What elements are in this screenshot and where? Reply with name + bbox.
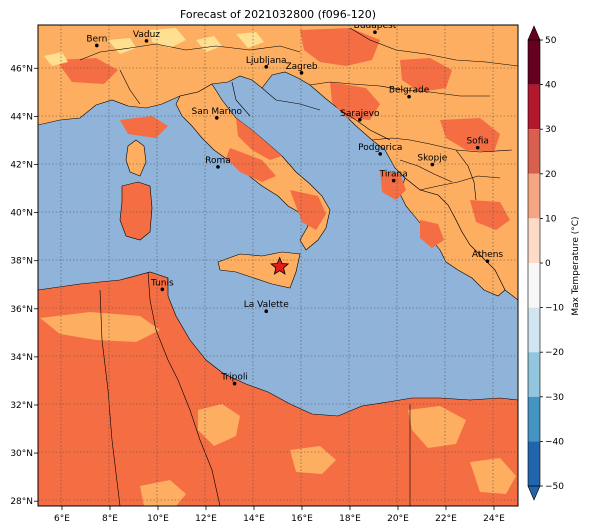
y-tick-label: 36°N bbox=[10, 305, 33, 315]
colorbar-tick-label: 10 bbox=[545, 214, 557, 224]
city-label: Budapest bbox=[354, 21, 397, 31]
country-borders bbox=[79, 27, 518, 506]
colorbar-bin bbox=[528, 129, 540, 174]
city-dot bbox=[264, 309, 269, 313]
x-tick-label: 8°E bbox=[102, 514, 118, 524]
city-dot bbox=[216, 165, 220, 169]
city-label: Vaduz bbox=[133, 30, 160, 40]
colorbar-extend-min bbox=[527, 485, 541, 501]
city-dot bbox=[391, 178, 396, 183]
y-tick-label: 30°N bbox=[10, 449, 33, 459]
corsica-land bbox=[125, 139, 147, 177]
colorbar-tick-label: 30 bbox=[545, 125, 557, 135]
colorbar-bin bbox=[528, 441, 540, 486]
city-label: Tirana bbox=[379, 170, 408, 180]
city-label: Tripoli bbox=[220, 373, 248, 383]
city-label: Belgrade bbox=[389, 86, 430, 96]
x-tick-label: 16°E bbox=[291, 514, 313, 524]
colorbar-extend-max bbox=[527, 25, 541, 41]
city-label: Sofia bbox=[466, 137, 488, 147]
y-axis: 46°N 44°N 42°N 40°N 38°N 36°N 34°N 32°N 30°N 28°N bbox=[10, 64, 38, 507]
city-dot bbox=[407, 94, 411, 99]
city-label: Roma bbox=[205, 156, 231, 166]
city-label: Ljubljana bbox=[246, 56, 287, 66]
y-tick-label: 28°N bbox=[10, 497, 33, 507]
city-dot bbox=[378, 152, 383, 156]
colorbar-tick-label: −20 bbox=[545, 348, 564, 358]
x-tick-label: 24°E bbox=[483, 514, 505, 524]
colorbar-label: Max Temperature (°C) bbox=[571, 216, 581, 315]
x-tick-label: 18°E bbox=[339, 514, 361, 524]
sardinia-land bbox=[119, 181, 153, 241]
cool-patches-africa bbox=[40, 312, 516, 506]
y-tick-label: 42°N bbox=[10, 160, 33, 170]
x-tick-label: 22°E bbox=[435, 514, 457, 524]
forecast-location-star-icon bbox=[270, 256, 290, 275]
city-dot bbox=[215, 116, 219, 120]
city-label: Tunis bbox=[150, 278, 174, 288]
x-tick-label: 14°E bbox=[243, 514, 265, 524]
y-tick-label: 34°N bbox=[10, 353, 33, 363]
colorbar-tick-label: 0 bbox=[545, 259, 551, 269]
city-dot bbox=[144, 39, 149, 43]
y-tick-label: 44°N bbox=[10, 112, 33, 122]
warm-patches bbox=[56, 28, 510, 248]
city-dot bbox=[232, 381, 237, 386]
map-frame bbox=[37, 24, 519, 507]
city-dot bbox=[160, 287, 165, 292]
colorbar-tick-label: −50 bbox=[545, 482, 564, 492]
x-tick-label: 12°E bbox=[195, 514, 217, 524]
city-dot bbox=[358, 117, 362, 122]
colorbar-bin bbox=[528, 218, 540, 263]
x-tick-label: 10°E bbox=[147, 514, 169, 524]
city-label: San Marino bbox=[192, 107, 243, 117]
city-dot bbox=[264, 65, 269, 69]
colorbar-bin bbox=[528, 352, 540, 397]
graticule bbox=[38, 25, 518, 506]
city-label: Skopje bbox=[417, 153, 447, 163]
city-dot bbox=[485, 259, 490, 263]
colorbar-tick-label: 20 bbox=[545, 170, 557, 180]
x-tick-label: 20°E bbox=[387, 514, 409, 524]
city-dot bbox=[299, 71, 304, 75]
city-label: Zagreb bbox=[285, 62, 317, 72]
cold-patches bbox=[44, 28, 264, 66]
y-tick-label: 40°N bbox=[10, 209, 33, 219]
colorbar: 50 40 30 20 10 0 −10 −20 −30 −40 −50 bbox=[527, 25, 564, 501]
city-dot bbox=[95, 43, 99, 48]
city-label: Podgorica bbox=[358, 143, 402, 153]
colorbar-bin bbox=[528, 263, 540, 308]
city-label: Athens bbox=[472, 250, 503, 260]
y-tick-label: 32°N bbox=[10, 401, 33, 411]
city-label: La Valette bbox=[244, 300, 289, 310]
y-tick-label: 38°N bbox=[10, 257, 33, 267]
colorbar-bin bbox=[528, 40, 540, 85]
y-tick-label: 46°N bbox=[10, 64, 33, 74]
colorbar-bin bbox=[528, 396, 540, 442]
x-tick-label: 6°E bbox=[54, 514, 70, 524]
colorbar-tick-label: −30 bbox=[545, 393, 564, 403]
colorbar-tick-label: 50 bbox=[545, 36, 557, 46]
colorbar-bin bbox=[528, 173, 540, 219]
city-dot bbox=[475, 145, 480, 150]
colorbar-tick-label: −40 bbox=[545, 437, 564, 447]
city-dot bbox=[373, 30, 377, 35]
city-label: Bern bbox=[86, 34, 107, 44]
colorbar-bin bbox=[528, 84, 540, 130]
city-dot bbox=[430, 162, 435, 167]
figure-title: Forecast of 2021032800 (f096-120) bbox=[180, 8, 376, 21]
colorbar-bin bbox=[528, 307, 540, 353]
colorbar-tick-label: −10 bbox=[545, 304, 564, 314]
x-axis: 6°E 8°E 10°E 12°E 14°E 16°E 18°E 20°E 22°E 24°E bbox=[54, 506, 505, 524]
city-label: Sarajevo bbox=[340, 109, 380, 119]
colorbar-tick-label: 40 bbox=[545, 81, 557, 91]
